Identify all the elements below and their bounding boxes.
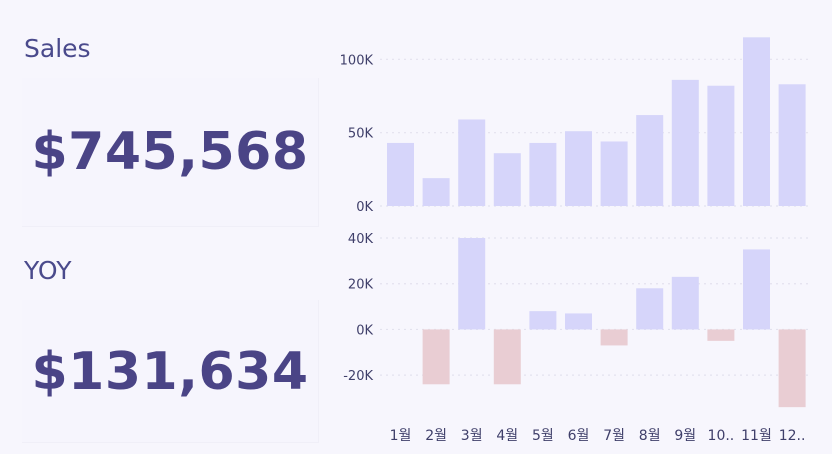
y-tick-label: 50K xyxy=(348,127,374,142)
bar-yoy-8 xyxy=(636,288,664,330)
bar-sales-2 xyxy=(422,178,450,206)
bar-sales-7 xyxy=(600,141,628,206)
x-tick-label: 7월 xyxy=(603,428,625,444)
y-tick-label: 40K xyxy=(348,232,374,247)
sales-kpi-card: $745,568 xyxy=(22,78,319,227)
bar-yoy-2 xyxy=(422,329,450,385)
bar-sales-11 xyxy=(743,37,770,207)
x-tick-label: 3월 xyxy=(461,428,483,444)
x-tick-label: 4월 xyxy=(496,428,518,444)
bar-sales-12 xyxy=(778,84,806,206)
x-tick-label: 5월 xyxy=(532,428,554,444)
bar-yoy-4 xyxy=(493,329,521,385)
bar-yoy-10 xyxy=(707,329,735,341)
x-tick-label: 6월 xyxy=(568,428,590,444)
y-tick-label: 0K xyxy=(356,200,373,215)
bar-sales-4 xyxy=(493,153,521,206)
y-tick-label: -20K xyxy=(343,369,373,384)
x-tick-label: 9월 xyxy=(674,428,696,444)
x-tick-label: 1월 xyxy=(390,428,412,444)
yoy-value: $131,634 xyxy=(31,342,309,402)
yoy-kpi-card: $131,634 xyxy=(22,300,319,443)
bar-sales-1 xyxy=(387,142,414,206)
x-tick-label: 2월 xyxy=(425,428,447,444)
sales-value: $745,568 xyxy=(31,122,309,182)
bar-sales-6 xyxy=(565,131,592,206)
bar-sales-8 xyxy=(636,115,664,206)
x-tick-label: 10.. xyxy=(708,428,735,444)
x-tick-label: 12.. xyxy=(779,428,806,444)
bar-sales-10 xyxy=(707,85,735,206)
bar-yoy-7 xyxy=(600,329,628,346)
y-tick-label: 0K xyxy=(356,323,373,338)
bar-yoy-5 xyxy=(529,311,557,330)
sales-title: Sales xyxy=(24,34,91,63)
bar-yoy-12 xyxy=(778,329,806,408)
bar-yoy-11 xyxy=(743,249,770,330)
y-tick-label: 20K xyxy=(348,278,374,293)
bar-yoy-9 xyxy=(671,276,699,330)
yoy-title: YOY xyxy=(24,256,72,285)
bar-yoy-6 xyxy=(565,313,592,330)
bar-sales-9 xyxy=(671,79,699,206)
y-tick-label: 100K xyxy=(340,53,374,68)
bar-yoy-3 xyxy=(458,238,486,330)
bar-sales-3 xyxy=(458,119,486,206)
x-tick-label: 11월 xyxy=(741,428,772,444)
x-tick-label: 8월 xyxy=(639,428,661,444)
bar-sales-5 xyxy=(529,142,557,206)
